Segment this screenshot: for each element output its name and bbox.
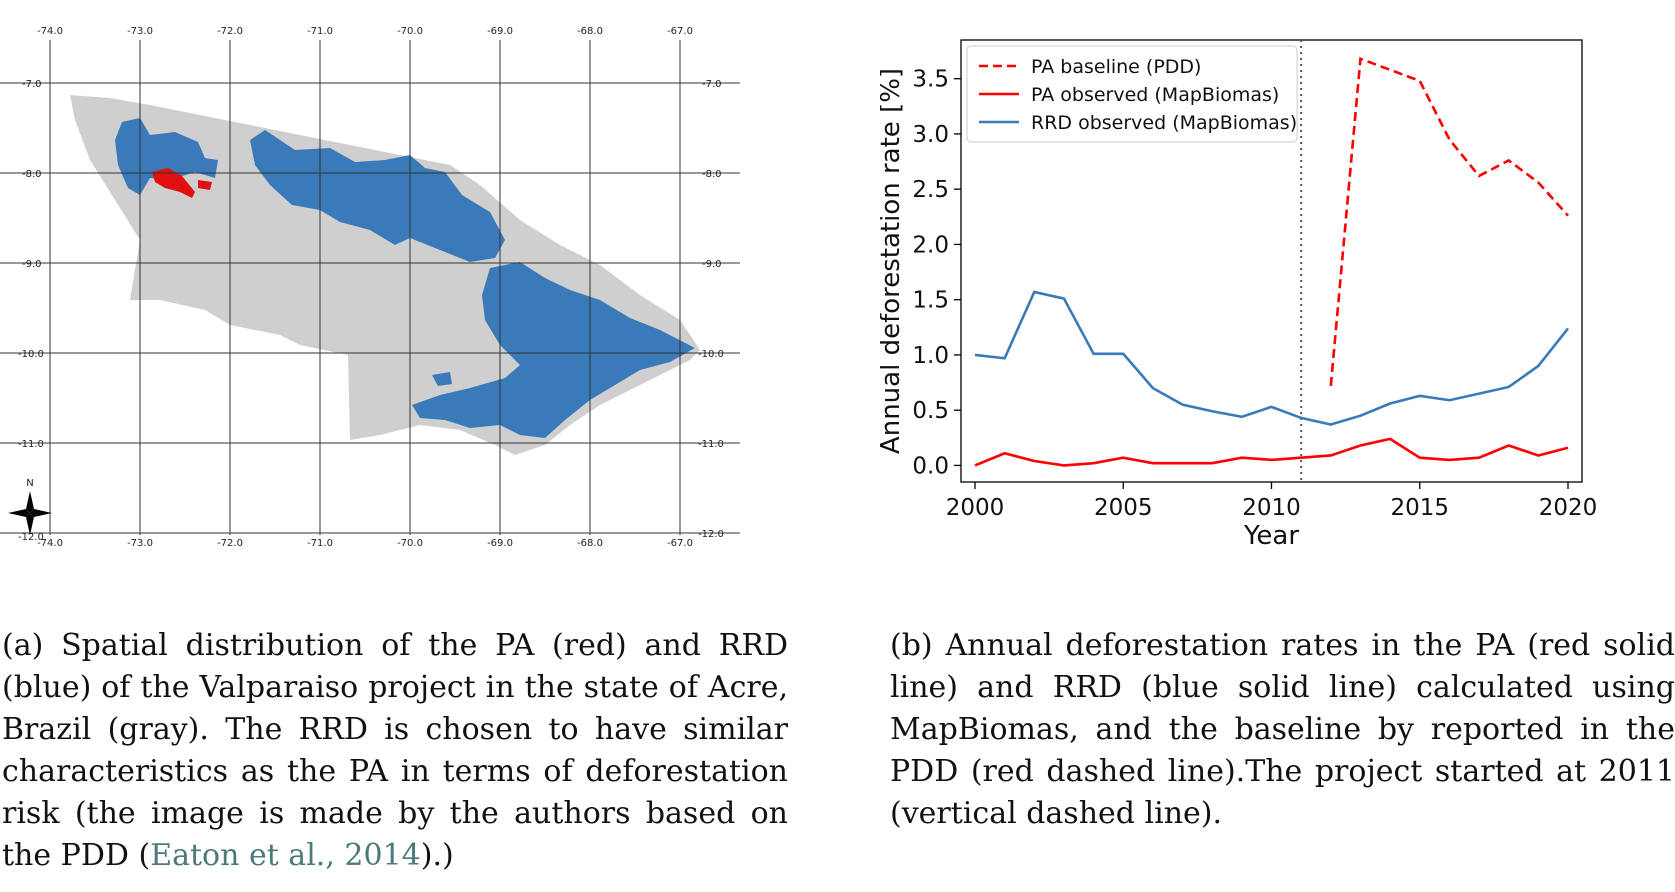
map-tick-label: -70.0 bbox=[397, 26, 423, 37]
x-axis-label: Year bbox=[1243, 521, 1299, 551]
north-arrow-icon: N bbox=[8, 478, 52, 535]
map-tick-label: -71.0 bbox=[307, 26, 333, 37]
caption-a-tail: ).) bbox=[420, 838, 454, 873]
rrd-region-north bbox=[250, 130, 505, 262]
map-left-ticks: -7.0 -8.0 -9.0 -10.0 -11.0 -12.0 bbox=[18, 79, 44, 543]
map-tick-label: -69.0 bbox=[487, 26, 513, 37]
rrd-region-east bbox=[412, 262, 695, 438]
map-bottom-ticks: -74.0 -73.0 -72.0 -71.0 -70.0 -69.0 -68.… bbox=[37, 538, 693, 549]
chart-marks bbox=[974, 40, 1570, 482]
y-tick-label: 3.0 bbox=[912, 122, 949, 148]
caption-b-text: (b) Annual deforestation rates in the PA… bbox=[890, 628, 1675, 831]
caption-a: (a) Spatial distribution of the PA (red)… bbox=[2, 625, 788, 877]
map-tick-label: -10.0 bbox=[698, 349, 724, 360]
north-label: N bbox=[26, 478, 33, 489]
y-axis-label: Annual deforestation rate [%] bbox=[880, 68, 906, 454]
map-tick-label: -9.0 bbox=[702, 259, 722, 270]
map-figure: -74.0 -73.0 -72.0 -71.0 -70.0 -69.0 -68.… bbox=[0, 26, 740, 549]
series-line-0 bbox=[1329, 56, 1569, 386]
y-tick-label: 3.5 bbox=[912, 67, 949, 93]
map-tick-label: -73.0 bbox=[127, 538, 153, 549]
map-top-ticks: -74.0 -73.0 -72.0 -71.0 -70.0 -69.0 -68.… bbox=[37, 26, 693, 37]
map-right-ticks: -7.0 -8.0 -9.0 -10.0 -11.0 -12.0 bbox=[698, 79, 724, 540]
y-tick-label: 1.0 bbox=[912, 343, 949, 369]
map-tick-label: -9.0 bbox=[22, 259, 42, 270]
map-tick-label: -7.0 bbox=[22, 79, 42, 90]
map-tick-label: -71.0 bbox=[307, 538, 333, 549]
map-tick-label: -73.0 bbox=[127, 26, 153, 37]
map-tick-label: -12.0 bbox=[18, 532, 44, 543]
legend-entry: PA baseline (PDD) bbox=[1031, 56, 1201, 78]
legend-entry: RRD observed (MapBiomas) bbox=[1031, 112, 1297, 134]
map-tick-label: -11.0 bbox=[18, 439, 44, 450]
y-tick-label: 2.0 bbox=[912, 232, 949, 258]
map-tick-label: -8.0 bbox=[702, 169, 722, 180]
map-tick-label: -67.0 bbox=[667, 26, 693, 37]
chart-panel: 2000 2005 2010 2015 2020 0.0 0.5 1.0 1.5 2.0 2.5 3.… bbox=[876, 0, 1675, 600]
map-tick-label: -10.0 bbox=[18, 349, 44, 360]
x-tick-label: 2015 bbox=[1390, 495, 1449, 521]
map-tick-label: -67.0 bbox=[667, 538, 693, 549]
map-tick-label: -70.0 bbox=[397, 538, 423, 549]
caption-a-text: (a) Spatial distribution of the PA (red)… bbox=[2, 628, 788, 873]
map-tick-label: -68.0 bbox=[577, 538, 603, 549]
x-tick-label: 2005 bbox=[1094, 495, 1153, 521]
y-tick-label: 0.5 bbox=[912, 398, 949, 424]
x-tick-label: 2020 bbox=[1539, 495, 1598, 521]
map-grid bbox=[0, 40, 740, 535]
map-tick-label: -72.0 bbox=[217, 26, 243, 37]
legend-box bbox=[966, 45, 1298, 143]
map-tick-label: -74.0 bbox=[37, 26, 63, 37]
x-tick-label: 2010 bbox=[1242, 495, 1301, 521]
deforestation-line-chart: 2000 2005 2010 2015 2020 0.0 0.5 1.0 1.5 2.0 2.5 3.… bbox=[876, 39, 1597, 551]
map-tick-label: -12.0 bbox=[698, 529, 724, 540]
map-tick-label: -69.0 bbox=[487, 538, 513, 549]
y-tick-label: 1.5 bbox=[912, 288, 949, 314]
series-line-2 bbox=[974, 290, 1570, 426]
citation-link[interactable]: Eaton et al., 2014 bbox=[150, 838, 421, 873]
y-tick-label: 0.0 bbox=[912, 453, 949, 479]
rrd-region-small-patch bbox=[432, 372, 452, 386]
map-tick-label: -72.0 bbox=[217, 538, 243, 549]
map-tick-label: -7.0 bbox=[702, 79, 722, 90]
x-tick-label: 2000 bbox=[946, 495, 1005, 521]
pa-region bbox=[152, 168, 212, 198]
caption-b: (b) Annual deforestation rates in the PA… bbox=[890, 625, 1675, 835]
map-tick-label: -68.0 bbox=[577, 26, 603, 37]
chart-legend: PA baseline (PDD) PA observed (MapBiomas)… bbox=[966, 45, 1298, 143]
map-tick-label: -8.0 bbox=[22, 169, 42, 180]
rrd-region-northwest bbox=[115, 118, 218, 195]
map-tick-label: -11.0 bbox=[698, 439, 724, 450]
chart-ticks: 2000 2005 2010 2015 2020 0.0 0.5 1.0 1.5 2.0 2.5 3.… bbox=[912, 67, 1597, 521]
series-line-1 bbox=[974, 437, 1569, 467]
y-tick-label: 2.5 bbox=[912, 177, 949, 203]
map-panel: -74.0 -73.0 -72.0 -71.0 -70.0 -69.0 -68.… bbox=[0, 0, 800, 600]
legend-entry: PA observed (MapBiomas) bbox=[1031, 84, 1279, 106]
map-tick-label: -74.0 bbox=[37, 538, 63, 549]
